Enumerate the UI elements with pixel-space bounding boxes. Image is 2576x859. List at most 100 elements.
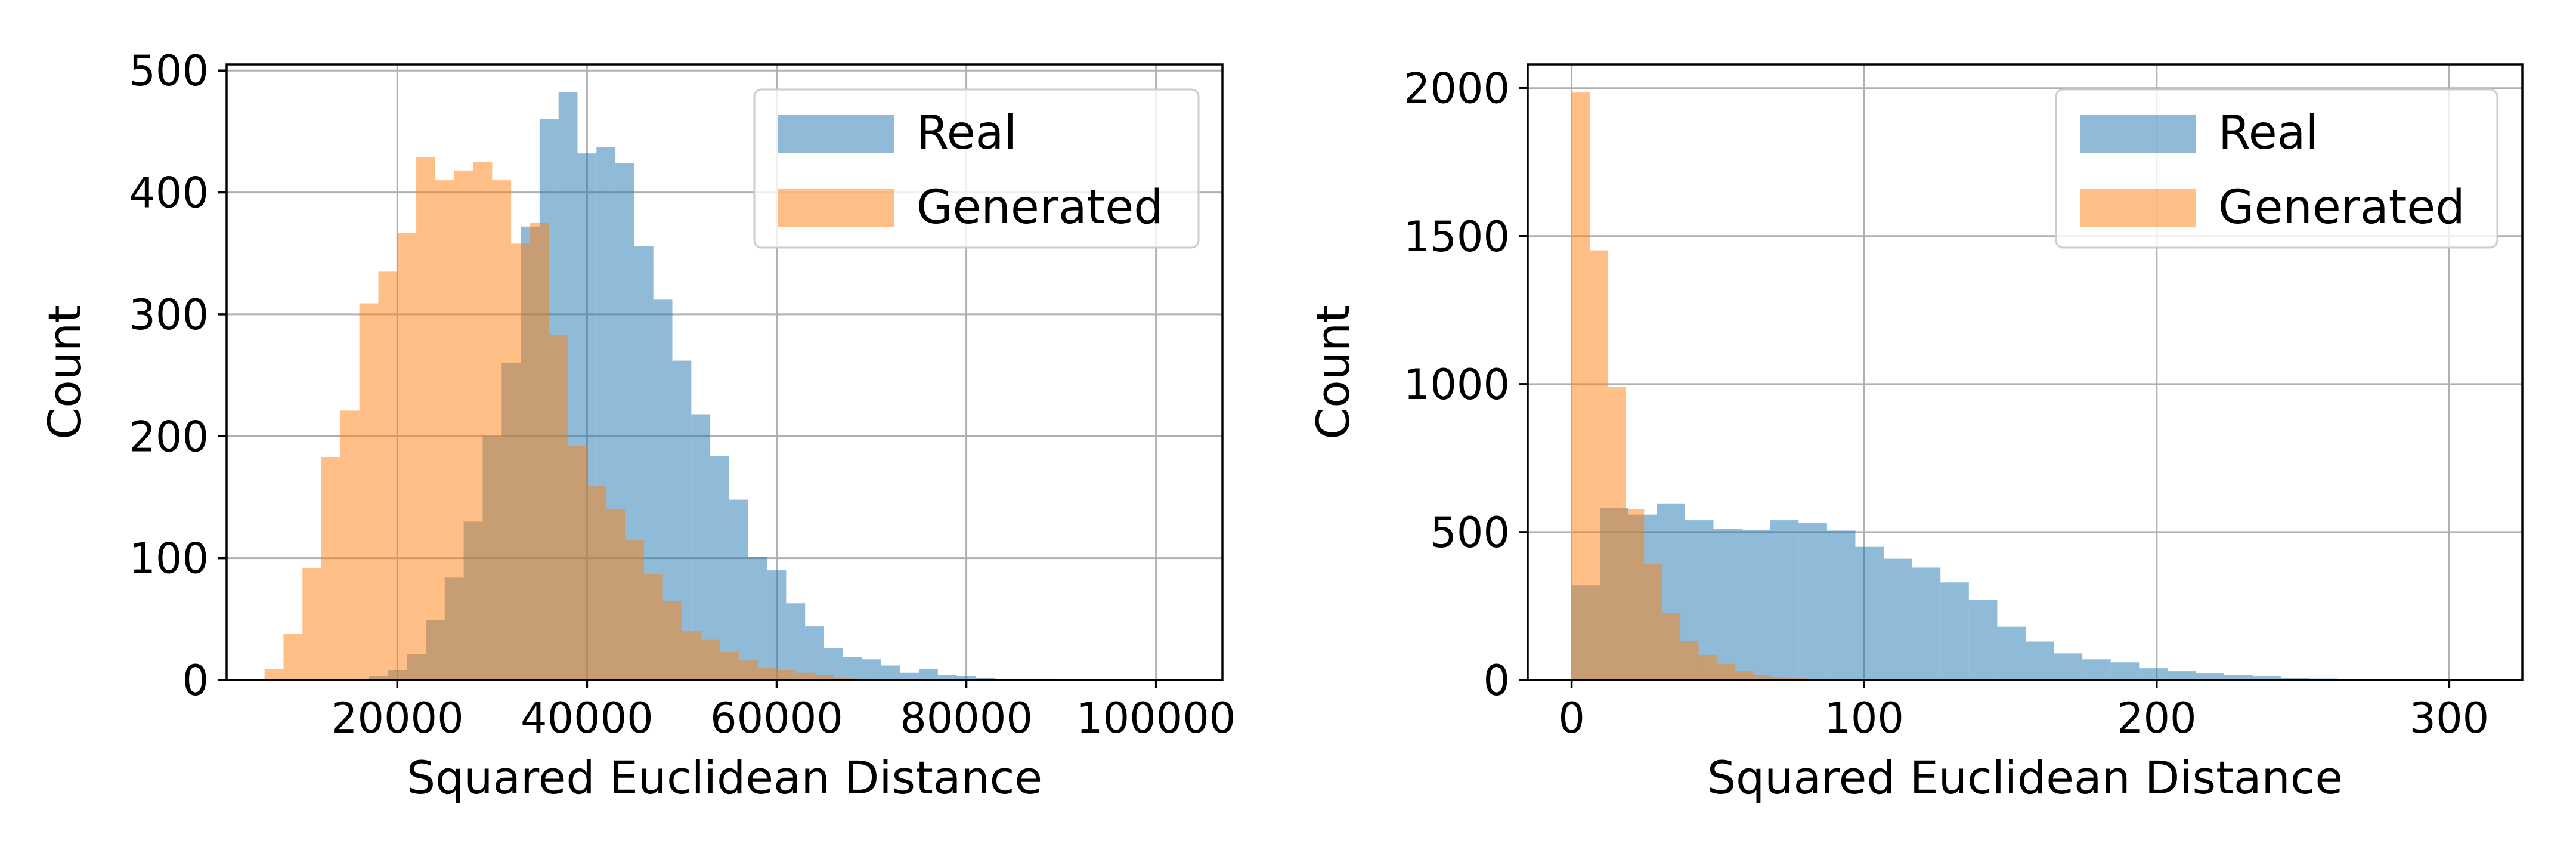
bar-real-24	[805, 626, 824, 680]
series-generated	[264, 157, 872, 681]
y-tick-label-4: 2000	[1404, 64, 1510, 113]
bar-real-16	[2025, 641, 2054, 680]
x-tick-label-1: 100	[1824, 694, 1904, 743]
legend-label-generated: Generated	[2218, 181, 2465, 234]
bar-generated-1	[1590, 250, 1608, 681]
legend: Real Generated	[753, 88, 1200, 249]
bar-real-29	[900, 672, 919, 680]
legend-label-real: Real	[917, 106, 1017, 160]
bar-generated-5	[359, 303, 379, 681]
bar-generated-24	[720, 651, 739, 680]
bar-generated-9	[435, 180, 454, 680]
bar-generated-30	[833, 677, 853, 680]
y-tick-label-0: 0	[1483, 656, 1510, 705]
bar-real-18	[2082, 659, 2111, 680]
x-axis-label: Squared Euclidean Distance	[407, 751, 1042, 804]
bar-generated-0	[264, 669, 284, 680]
bar-generated-2	[302, 567, 322, 680]
bar-generated-23	[701, 639, 720, 680]
bar-generated-6	[378, 271, 398, 680]
x-tick-label-3: 300	[2410, 694, 2490, 743]
y-tick-label-4: 400	[129, 169, 209, 218]
y-tick-label-0: 0	[182, 656, 209, 705]
bar-real-31	[937, 675, 957, 680]
legend-swatch-real	[2080, 115, 2196, 153]
bar-real-9	[1826, 530, 1856, 680]
bar-real-33	[976, 677, 995, 680]
x-tick-label-2: 60000	[710, 694, 843, 743]
bar-generated-1	[283, 634, 303, 680]
y-tick-label-3: 1500	[1404, 212, 1510, 261]
bar-generated-11	[1771, 677, 1789, 680]
bar-real-7	[1770, 520, 1799, 680]
bar-real-30	[919, 669, 938, 680]
bar-real-20	[2139, 668, 2168, 680]
bar-generated-5	[1662, 613, 1681, 680]
bar-real-19	[2110, 662, 2140, 680]
bar-real-13	[1940, 582, 1969, 680]
y-tick-label-2: 200	[129, 412, 209, 461]
bar-generated-17	[587, 486, 606, 680]
bar-generated-8	[416, 157, 435, 680]
bar-real-26	[843, 657, 862, 680]
bar-real-25	[824, 648, 843, 680]
bar-real-6	[1742, 529, 1770, 680]
bar-real-8	[1798, 523, 1827, 680]
x-tick-label-0: 20000	[331, 694, 464, 743]
bar-real-28	[881, 665, 900, 680]
bar-generated-22	[682, 631, 701, 680]
bar-real-23	[786, 603, 806, 680]
bar-generated-20	[643, 574, 663, 680]
bar-generated-27	[776, 670, 796, 680]
legend-label-generated: Generated	[917, 181, 1163, 234]
bar-generated-2	[1608, 387, 1626, 680]
bar-generated-3	[1626, 509, 1645, 680]
bar-generated-16	[568, 446, 587, 680]
x-tick-label-4: 100000	[1076, 694, 1236, 743]
legend-swatch-generated	[778, 189, 894, 227]
bar-real-14	[1968, 600, 1998, 680]
legend-label-real: Real	[2218, 106, 2318, 160]
bar-generated-21	[662, 601, 682, 680]
bar-real-17	[2054, 653, 2083, 680]
y-axis-label: Count	[38, 305, 91, 440]
y-tick-label-2: 1000	[1404, 360, 1510, 409]
bar-real-21	[2167, 671, 2196, 680]
bar-real-25	[2281, 678, 2309, 680]
bar-generated-8	[1716, 663, 1735, 680]
x-tick-label-2: 200	[2117, 694, 2197, 743]
bar-generated-28	[795, 672, 815, 680]
right-histogram-panel: 0 100 200 300 0 500 1000 1500 2000 Squared Euclid…	[1306, 63, 2524, 804]
bar-real-22	[767, 570, 787, 680]
x-tick-label-3: 80000	[900, 694, 1033, 743]
x-axis-label: Squared Euclidean Distance	[1707, 751, 2343, 804]
bar-real-10	[1855, 546, 1884, 680]
bar-generated-9	[1735, 671, 1753, 680]
bar-real-23	[2224, 675, 2253, 680]
bar-real-27	[862, 659, 881, 680]
bar-real-12	[1912, 567, 1941, 680]
y-axis-label: Count	[1306, 305, 1360, 440]
bar-generated-29	[815, 675, 834, 680]
y-tick-label-1: 500	[1430, 508, 1510, 557]
legend-swatch-generated	[2080, 189, 2196, 227]
bar-real-21	[748, 557, 767, 680]
bar-generated-15	[549, 335, 568, 680]
x-tick-label-0: 0	[1558, 694, 1585, 743]
axes-frame	[1527, 63, 2524, 681]
y-tick-label-5: 500	[129, 47, 209, 95]
bar-generated-25	[738, 660, 758, 680]
y-tick-label-3: 300	[129, 291, 209, 339]
axes-frame	[225, 63, 1224, 681]
bar-generated-14	[530, 223, 549, 681]
bar-generated-11	[473, 162, 493, 681]
bar-real-32	[956, 676, 976, 680]
bar-real-24	[2252, 676, 2281, 680]
x-tick-label-1: 40000	[521, 694, 654, 743]
bar-generated-6	[1680, 641, 1699, 680]
bar-generated-10	[1753, 675, 1772, 680]
bar-real-5	[1713, 529, 1742, 680]
legend: Real Generated	[2055, 88, 2498, 249]
bar-generated-13	[511, 243, 530, 681]
